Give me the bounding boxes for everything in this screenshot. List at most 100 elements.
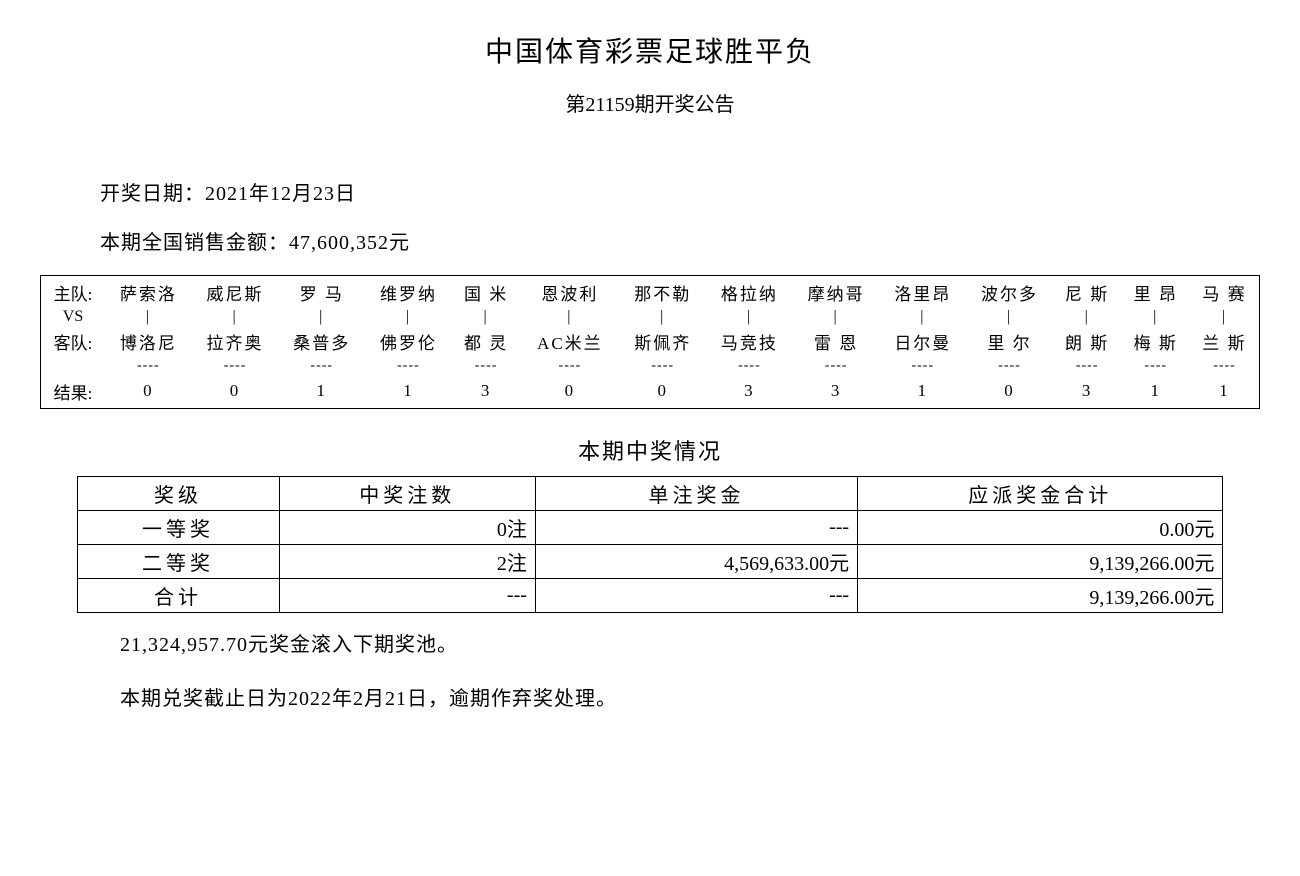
- away-team: 拉齐奥: [192, 325, 279, 358]
- result-value: 3: [793, 375, 880, 409]
- vs-bar: |: [966, 309, 1053, 325]
- prize-count: ---: [279, 578, 535, 612]
- prize-level: 一等奖: [77, 510, 279, 544]
- dash: ----: [365, 358, 452, 375]
- dash: ----: [1190, 358, 1259, 375]
- home-team: 尼 斯: [1053, 276, 1122, 310]
- dash: ----: [520, 358, 619, 375]
- away-team: 梅 斯: [1121, 325, 1190, 358]
- away-label: 客队:: [41, 325, 106, 358]
- prize-header: 应派奖金合计: [858, 476, 1223, 510]
- dash-spacer: [41, 358, 106, 375]
- result-value: 0: [966, 375, 1053, 409]
- prize-row: 二等奖 2注 4,569,633.00元 9,139,266.00元: [77, 544, 1223, 578]
- home-label: 主队:: [41, 276, 106, 310]
- result-value: 1: [879, 375, 966, 409]
- away-team: 里 尔: [966, 325, 1053, 358]
- home-team: 马 赛: [1190, 276, 1259, 310]
- match-table: 主队: 萨索洛 威尼斯 罗 马 维罗纳 国 米 恩波利 那不勒 格拉纳 摩纳哥 …: [40, 275, 1260, 409]
- result-row: 结果: 0 0 1 1 3 0 0 3 3 1 0 3 1 1: [41, 375, 1260, 409]
- prize-per: ---: [535, 510, 857, 544]
- dash: ----: [278, 358, 365, 375]
- home-team: 那不勒: [619, 276, 706, 310]
- draw-date-line: 开奖日期：2021年12月23日: [100, 177, 1260, 206]
- away-team: 兰 斯: [1190, 325, 1259, 358]
- prize-row: 一等奖 0注 --- 0.00元: [77, 510, 1223, 544]
- sales-line: 本期全国销售金额：47,600,352元: [100, 226, 1260, 255]
- vs-bar: |: [365, 309, 452, 325]
- vs-bar: |: [793, 309, 880, 325]
- vs-bar: |: [706, 309, 793, 325]
- home-row: 主队: 萨索洛 威尼斯 罗 马 维罗纳 国 米 恩波利 那不勒 格拉纳 摩纳哥 …: [41, 276, 1260, 310]
- sales-value: 47,600,352元: [289, 232, 410, 254]
- result-label: 结果:: [41, 375, 106, 409]
- result-value: 1: [278, 375, 365, 409]
- dash: ----: [706, 358, 793, 375]
- date-label: 开奖日期：: [100, 183, 205, 205]
- away-team: 博洛尼: [105, 325, 192, 358]
- away-team: 佛罗伦: [365, 325, 452, 358]
- prize-row: 合计 --- --- 9,139,266.00元: [77, 578, 1223, 612]
- prize-count: 2注: [279, 544, 535, 578]
- prize-header: 奖级: [77, 476, 279, 510]
- prize-total: 0.00元: [858, 510, 1223, 544]
- home-team: 罗 马: [278, 276, 365, 310]
- vs-bar: |: [619, 309, 706, 325]
- result-value: 1: [1190, 375, 1259, 409]
- prize-per: 4,569,633.00元: [535, 544, 857, 578]
- home-team: 洛里昂: [879, 276, 966, 310]
- prize-header: 单注奖金: [535, 476, 857, 510]
- prize-header: 中奖注数: [279, 476, 535, 510]
- prize-header-row: 奖级 中奖注数 单注奖金 应派奖金合计: [77, 476, 1223, 510]
- vs-bar: |: [452, 309, 521, 325]
- sales-label: 本期全国销售金额：: [100, 232, 289, 254]
- date-value: 2021年12月23日: [205, 183, 356, 205]
- page-title: 中国体育彩票足球胜平负: [40, 30, 1260, 70]
- result-value: 0: [105, 375, 192, 409]
- away-team: 桑普多: [278, 325, 365, 358]
- dash: ----: [105, 358, 192, 375]
- prize-level: 二等奖: [77, 544, 279, 578]
- vs-bar: |: [879, 309, 966, 325]
- dash: ----: [1053, 358, 1122, 375]
- prize-per: ---: [535, 578, 857, 612]
- result-value: 0: [192, 375, 279, 409]
- away-team: 日尔曼: [879, 325, 966, 358]
- result-value: 0: [520, 375, 619, 409]
- prize-table: 奖级 中奖注数 单注奖金 应派奖金合计 一等奖 0注 --- 0.00元 二等奖…: [77, 476, 1224, 613]
- result-value: 1: [1121, 375, 1190, 409]
- home-team: 格拉纳: [706, 276, 793, 310]
- away-team: 马竞技: [706, 325, 793, 358]
- vs-row: VS | | | | | | | | | | | | | |: [41, 309, 1260, 325]
- dash: ----: [966, 358, 1053, 375]
- dash-row: ---- ---- ---- ---- ---- ---- ---- ---- …: [41, 358, 1260, 375]
- result-value: 3: [452, 375, 521, 409]
- home-team: 恩波利: [520, 276, 619, 310]
- home-team: 波尔多: [966, 276, 1053, 310]
- dash: ----: [452, 358, 521, 375]
- vs-bar: |: [192, 309, 279, 325]
- home-team: 萨索洛: [105, 276, 192, 310]
- home-team: 里 昂: [1121, 276, 1190, 310]
- result-value: 0: [619, 375, 706, 409]
- vs-bar: |: [1121, 309, 1190, 325]
- home-team: 威尼斯: [192, 276, 279, 310]
- vs-bar: |: [105, 309, 192, 325]
- dash: ----: [1121, 358, 1190, 375]
- prize-count: 0注: [279, 510, 535, 544]
- result-value: 1: [365, 375, 452, 409]
- home-team: 维罗纳: [365, 276, 452, 310]
- vs-bar: |: [1053, 309, 1122, 325]
- dash: ----: [619, 358, 706, 375]
- away-row: 客队: 博洛尼 拉齐奥 桑普多 佛罗伦 都 灵 AC米兰 斯佩齐 马竞技 雷 恩…: [41, 325, 1260, 358]
- vs-bar: |: [520, 309, 619, 325]
- prize-level: 合计: [77, 578, 279, 612]
- away-team: 朗 斯: [1053, 325, 1122, 358]
- dash: ----: [879, 358, 966, 375]
- home-team: 国 米: [452, 276, 521, 310]
- dash: ----: [192, 358, 279, 375]
- away-team: AC米兰: [520, 325, 619, 358]
- result-value: 3: [706, 375, 793, 409]
- prize-total: 9,139,266.00元: [858, 544, 1223, 578]
- away-team: 雷 恩: [793, 325, 880, 358]
